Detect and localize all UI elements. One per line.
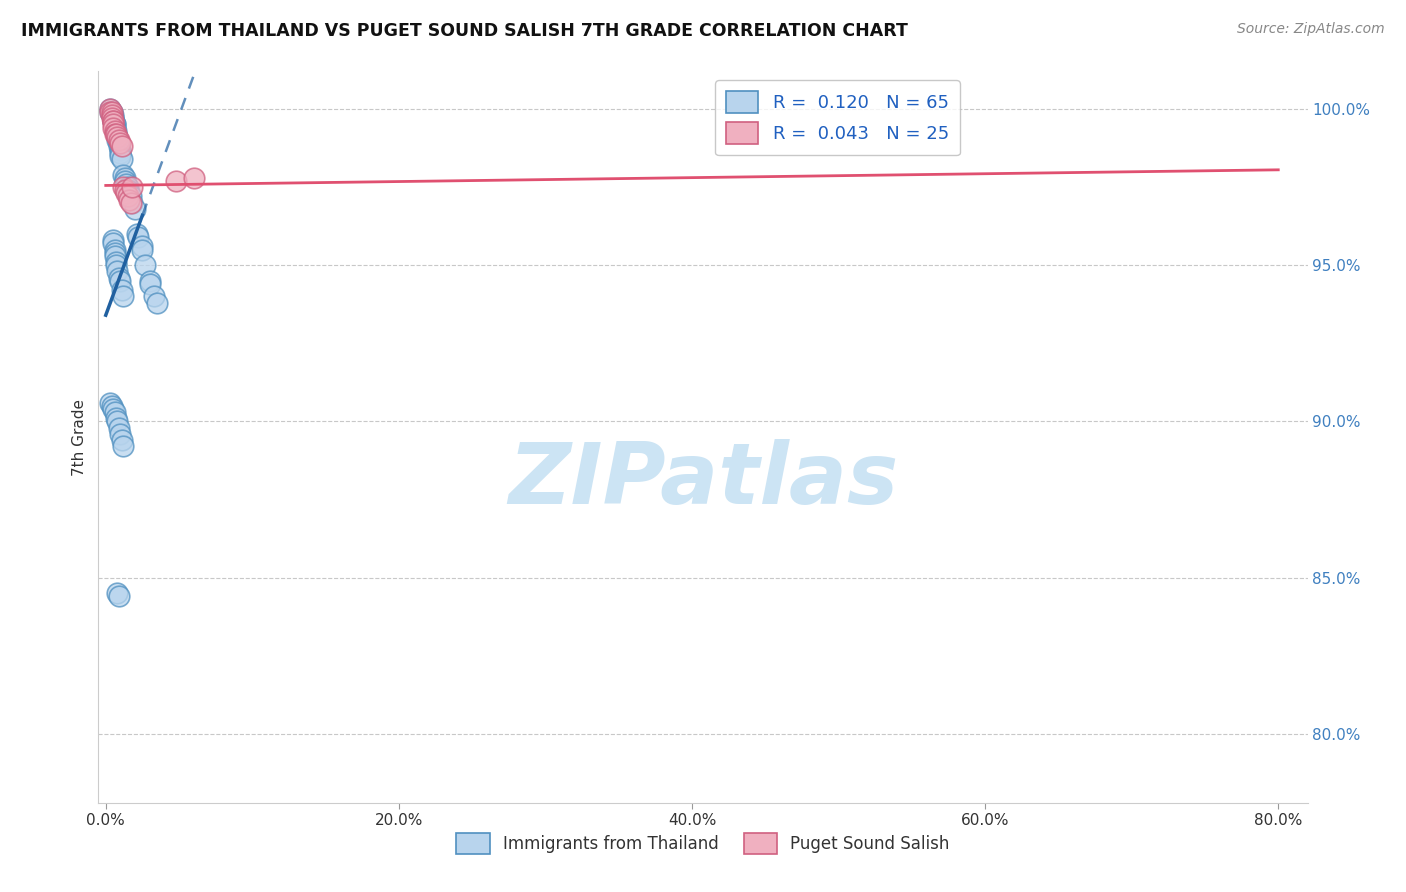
Point [114, 174, 136, 188]
Point [107, 264, 129, 278]
Point [115, 177, 138, 191]
Point [101, 114, 124, 128]
Point [121, 180, 143, 194]
Point [118, 193, 141, 207]
Point [101, 118, 124, 132]
Legend: Immigrants from Thailand, Puget Sound Salish: Immigrants from Thailand, Puget Sound Sa… [450, 827, 956, 860]
Point [105, 255, 128, 269]
Point [108, 270, 131, 285]
Point [117, 180, 139, 194]
Point [146, 295, 169, 310]
Point [105, 127, 128, 141]
Point [103, 127, 125, 141]
Point [118, 186, 141, 201]
Point [98, 102, 121, 116]
Point [101, 114, 124, 128]
Point [108, 133, 131, 147]
Point [183, 170, 205, 185]
Point [112, 289, 135, 303]
Point [103, 249, 125, 263]
Point [114, 170, 136, 185]
Point [103, 120, 125, 135]
Point [101, 120, 124, 135]
Point [101, 112, 124, 126]
Point [110, 274, 132, 288]
Point [100, 108, 122, 122]
Point [165, 174, 187, 188]
Point [112, 440, 135, 454]
Point [107, 586, 129, 600]
Point [108, 139, 131, 153]
Point [143, 289, 166, 303]
Point [107, 133, 129, 147]
Point [111, 283, 134, 297]
Point [115, 186, 138, 201]
Point [100, 108, 122, 122]
Point [100, 105, 122, 120]
Point [107, 130, 129, 145]
Text: Source: ZipAtlas.com: Source: ZipAtlas.com [1237, 22, 1385, 37]
Point [117, 189, 139, 203]
Point [110, 426, 132, 441]
Point [105, 127, 128, 141]
Text: ZIPatlas: ZIPatlas [508, 440, 898, 523]
Text: IMMIGRANTS FROM THAILAND VS PUGET SOUND SALISH 7TH GRADE CORRELATION CHART: IMMIGRANTS FROM THAILAND VS PUGET SOUND … [21, 22, 908, 40]
Point [127, 230, 149, 244]
Point [110, 149, 132, 163]
Point [101, 401, 124, 416]
Point [103, 245, 125, 260]
Point [103, 118, 125, 132]
Point [125, 227, 148, 241]
Point [121, 195, 143, 210]
Point [112, 168, 135, 182]
Point [100, 112, 122, 126]
Point [101, 112, 124, 126]
Point [101, 114, 124, 128]
Point [105, 411, 128, 425]
Point [107, 130, 129, 145]
Point [101, 236, 124, 251]
Point [100, 399, 122, 413]
Point [103, 124, 125, 138]
Point [103, 405, 125, 419]
Point [110, 136, 132, 151]
Point [100, 105, 122, 120]
Point [98, 102, 121, 116]
Y-axis label: 7th Grade: 7th Grade [72, 399, 87, 475]
Point [101, 233, 124, 247]
Point [98, 105, 121, 120]
Point [134, 258, 156, 272]
Point [110, 143, 132, 157]
Point [111, 434, 134, 448]
Point [120, 195, 142, 210]
Point [101, 114, 124, 128]
Point [108, 136, 131, 151]
Point [98, 105, 121, 120]
Point [108, 590, 131, 604]
Point [117, 183, 139, 197]
Point [131, 243, 153, 257]
Point [98, 395, 121, 409]
Point [131, 239, 153, 253]
Point [112, 180, 135, 194]
Point [101, 108, 124, 122]
Point [120, 189, 142, 203]
Point [107, 414, 129, 428]
Point [110, 145, 132, 160]
Point [103, 118, 125, 132]
Point [111, 139, 134, 153]
Point [103, 243, 125, 257]
Point [124, 202, 146, 216]
Point [105, 124, 128, 138]
Point [114, 183, 136, 197]
Point [138, 277, 160, 291]
Point [108, 420, 131, 434]
Point [111, 152, 134, 166]
Point [138, 274, 160, 288]
Point [105, 258, 128, 272]
